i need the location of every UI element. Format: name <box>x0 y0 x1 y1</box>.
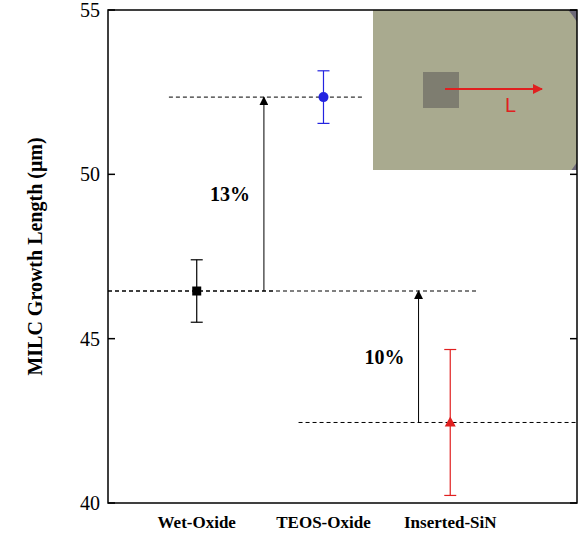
chart: L 40 45 50 55 MILC Growth Length (μm) Wet-Oxid… <box>0 0 581 538</box>
y-tick <box>108 174 115 176</box>
inset-label: L <box>505 94 516 116</box>
marker <box>445 416 456 426</box>
inset-image <box>373 10 577 170</box>
y-axis-title: MILC Growth Length (μm) <box>24 137 47 375</box>
y-tick-label: 55 <box>80 0 100 21</box>
error-bar <box>191 260 203 322</box>
y-tick-label: 50 <box>80 163 100 185</box>
marker <box>318 92 328 102</box>
marker <box>192 287 201 296</box>
x-tick-label: Wet-Oxide <box>158 513 237 532</box>
reference-line <box>108 291 479 292</box>
y-tick <box>108 338 115 340</box>
reference-line <box>169 97 364 98</box>
y-tick-right <box>570 502 577 504</box>
y-tick <box>108 9 115 11</box>
plot-frame <box>108 10 577 503</box>
inset-disk <box>373 10 577 170</box>
reference-line <box>299 422 577 423</box>
y-tick-right <box>570 338 577 340</box>
y-tick-right <box>570 9 577 11</box>
x-tick-label: TEOS-Oxide <box>276 513 371 532</box>
annotation-label: 10% <box>365 346 405 368</box>
annotation-arrow <box>263 97 264 291</box>
error-bar <box>444 350 456 496</box>
x-tick-label: Inserted-SiN <box>404 513 497 532</box>
inset-arrow <box>445 88 542 90</box>
y-tick <box>108 502 115 504</box>
y-tick-right <box>570 174 577 176</box>
y-tick-label: 45 <box>80 328 100 350</box>
data-marks <box>191 71 457 496</box>
annotation-lines <box>108 97 577 422</box>
annotation-arrow <box>418 291 419 422</box>
y-tick-label: 40 <box>80 492 100 514</box>
annotation-label: 13% <box>210 183 250 205</box>
error-bar <box>317 71 329 124</box>
